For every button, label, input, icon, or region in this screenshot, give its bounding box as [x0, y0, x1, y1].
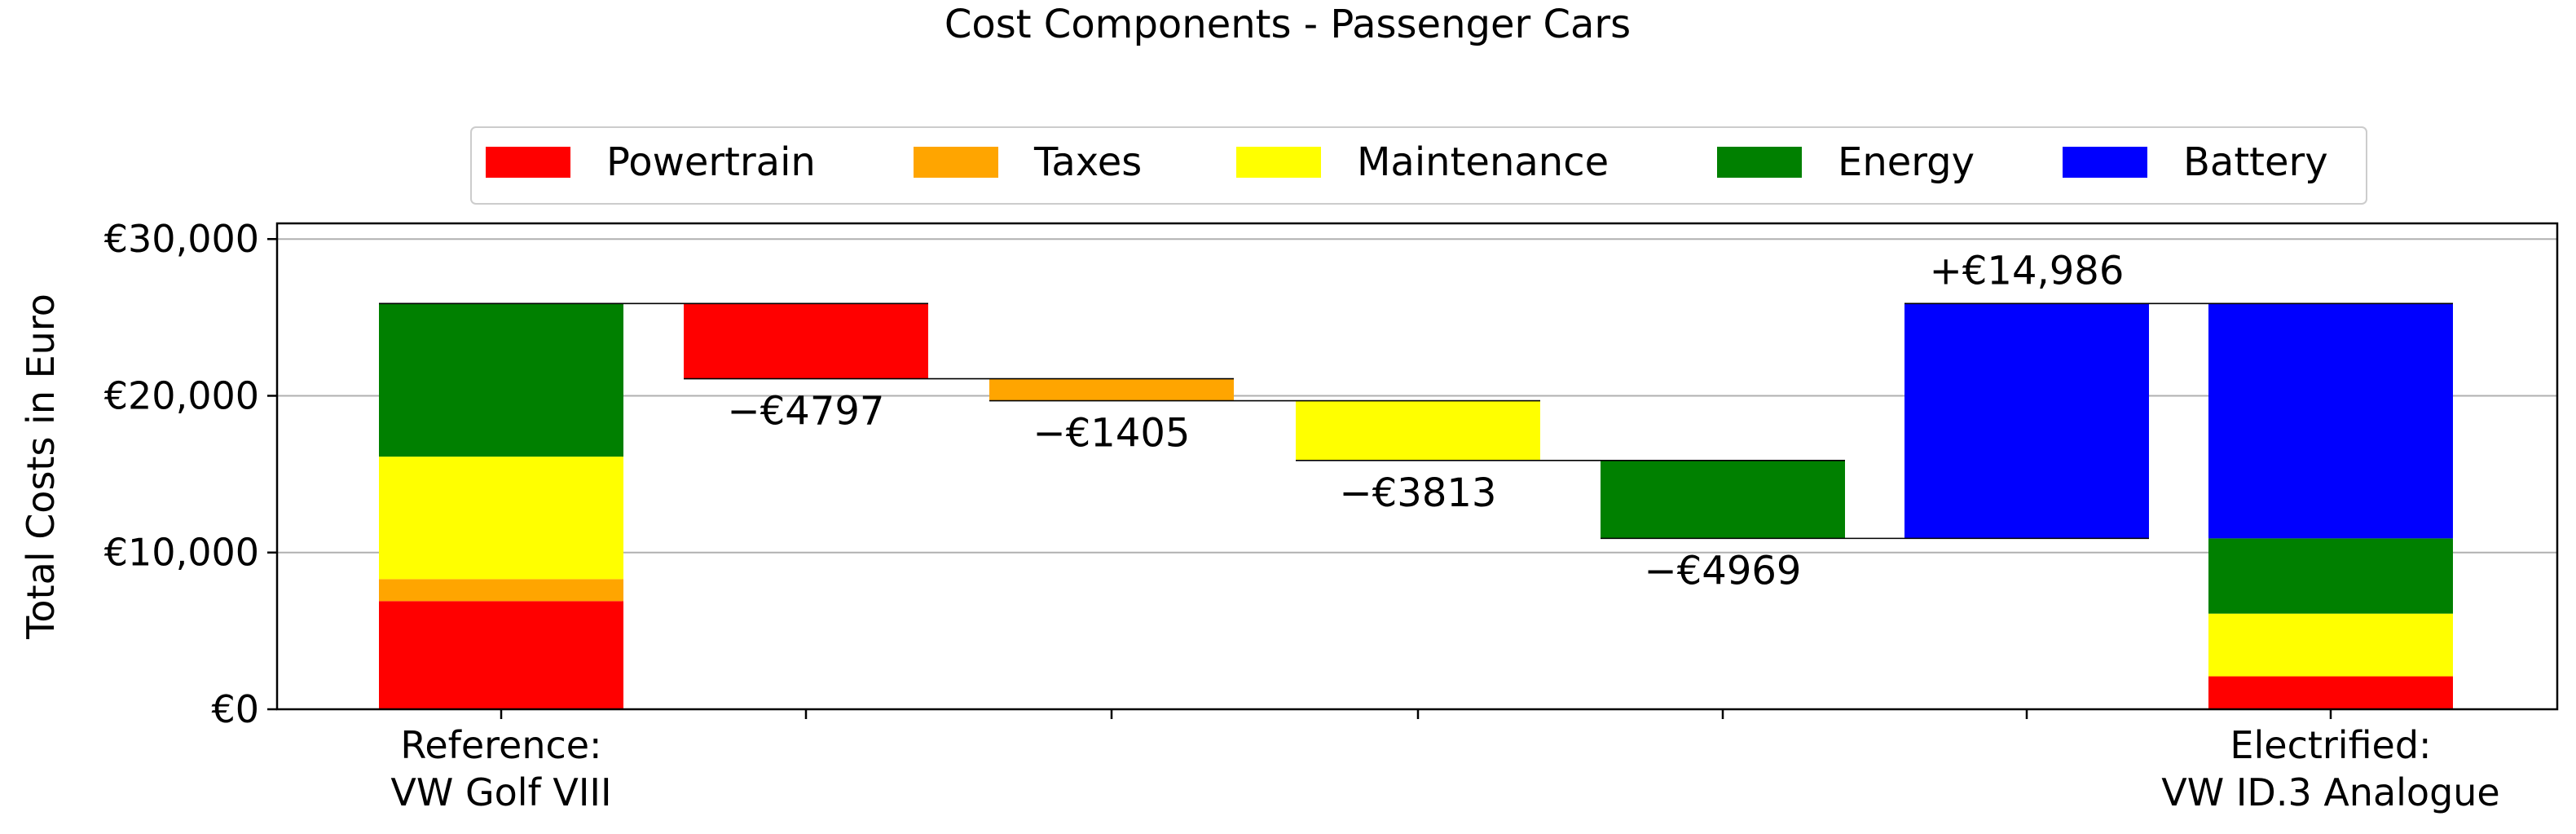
electrified-bar-battery: [2208, 303, 2453, 539]
step-bar-battery: [1904, 303, 2149, 539]
y-axis-label: Total Costs in Euro: [19, 293, 63, 640]
legend-label-powertrain: Powertrain: [606, 139, 816, 185]
step-value-label: −€4797: [728, 389, 885, 435]
x-tick-label: Electrified:: [2230, 723, 2431, 767]
legend-label-taxes: Taxes: [1033, 139, 1142, 185]
electrified-bar-energy: [2208, 538, 2453, 614]
y-tick-label: €0: [211, 687, 259, 731]
x-axis-ticks: Reference:VW Golf VIII Electrified:VW ID.…: [390, 709, 2500, 814]
legend-swatch-maintenance: [1236, 147, 1321, 178]
step-bar-maintenance: [1296, 400, 1540, 461]
legend-label-battery: Battery: [2183, 139, 2328, 185]
chart-title: Cost Components - Passenger Cars: [945, 2, 1631, 47]
electrified-bar-powertrain: [2208, 676, 2453, 709]
step-value-label: −€1405: [1033, 411, 1191, 457]
x-tick-label: Reference:: [400, 723, 601, 767]
y-axis-ticks: €0 €10,000 €20,000 €30,000: [104, 217, 277, 731]
y-tick-label: €10,000: [104, 531, 259, 575]
bars: [379, 303, 2453, 709]
legend-label-maintenance: Maintenance: [1357, 139, 1609, 185]
legend-swatch-energy: [1717, 147, 1802, 178]
y-tick-label: €20,000: [104, 373, 259, 417]
plot-area: [275, 222, 2559, 711]
step-bar-powertrain: [684, 303, 928, 379]
reference-bar-maintenance: [379, 457, 623, 580]
legend: Powertrain Taxes Maintenance Energy Battery: [470, 126, 2367, 205]
y-tick-label: €30,000: [104, 217, 259, 261]
connector-lines: [379, 302, 2453, 540]
legend-frame: [470, 126, 2367, 205]
legend-label-energy: Energy: [1838, 139, 1975, 185]
step-value-label: −€4969: [1645, 548, 1802, 594]
reference-bar-taxes: [379, 579, 623, 602]
legend-swatch-taxes: [914, 147, 998, 178]
reference-bar-powertrain: [379, 601, 623, 709]
electrified-bar-maintenance: [2208, 613, 2453, 677]
step-bar-energy: [1601, 460, 1845, 539]
x-tick-label: VW Golf VIII: [390, 770, 611, 814]
x-tick-label: VW ID.3 Analogue: [2161, 770, 2499, 814]
step-bar-taxes: [989, 378, 1234, 401]
legend-swatch-powertrain: [486, 147, 570, 178]
step-value-label: −€3813: [1340, 470, 1497, 516]
step-labels: −€4797 −€1405 −€3813 −€4969 +€14,986: [728, 248, 2125, 594]
reference-bar-energy: [379, 303, 623, 457]
legend-swatch-battery: [2063, 147, 2147, 178]
step-value-label: +€14,986: [1930, 248, 2125, 293]
